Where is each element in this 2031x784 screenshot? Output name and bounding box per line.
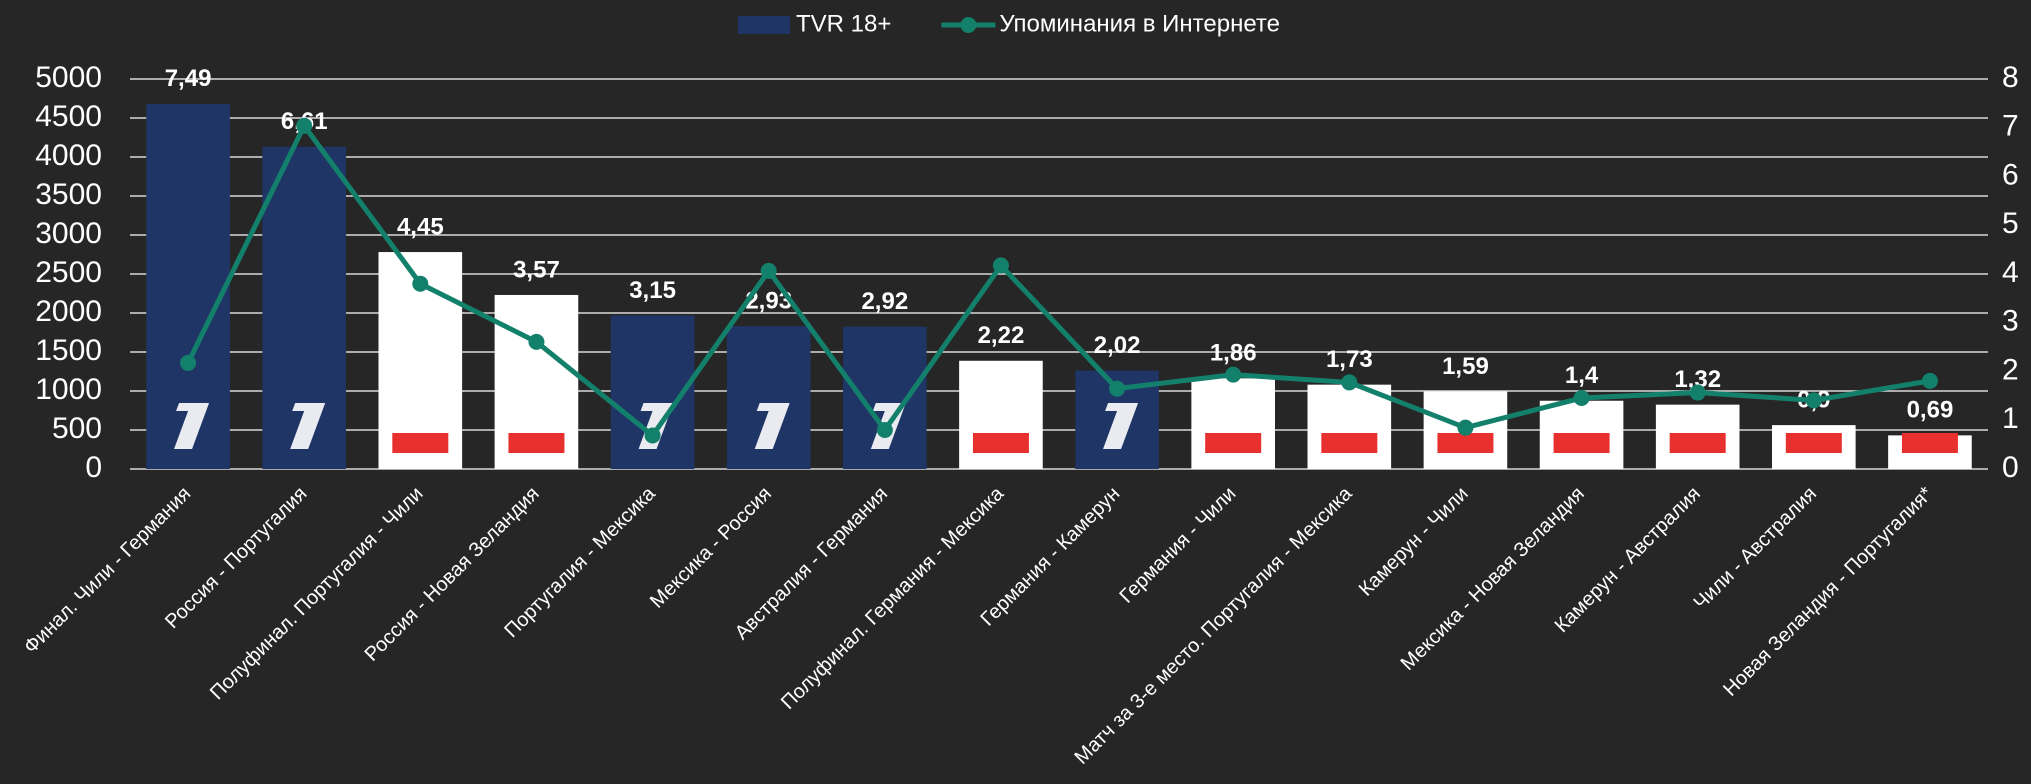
data-label: 2,02 [1094, 332, 1141, 359]
x-tick-label: Матч за 3-е место. Португалия - Мексика [1071, 482, 1358, 769]
y-tick-label: 500 [52, 412, 102, 445]
logo-icon [1437, 433, 1494, 453]
logo-icon [754, 403, 790, 449]
logo-icon [1669, 433, 1726, 453]
data-label: 3,15 [629, 277, 676, 304]
y2-tick-label: 5 [2002, 207, 2019, 240]
line [185, 120, 1931, 440]
y-tick-label: 2000 [35, 295, 102, 328]
data-label: 4,45 [397, 213, 444, 240]
y-tick-label: 2500 [35, 256, 102, 289]
line-marker [412, 275, 429, 292]
line-marker [992, 257, 1009, 274]
x-tick-label: Камерун - Чили [1355, 483, 1473, 601]
legend-swatch [960, 17, 977, 33]
line-marker [1225, 366, 1242, 383]
legend-label: TVR 18+ [796, 10, 891, 37]
line-marker [1805, 392, 1822, 409]
y-tick-label: 4000 [35, 139, 102, 172]
logo-icon [1901, 433, 1958, 453]
y-tick-label: 1000 [35, 373, 102, 406]
data-label: 2,22 [978, 322, 1025, 349]
line-marker [644, 427, 661, 444]
line-marker [1573, 390, 1590, 407]
line-marker [528, 333, 545, 350]
data-label: 3,57 [513, 256, 560, 283]
data-label: 1,4 [1565, 362, 1599, 389]
y2-tick-label: 2 [2002, 353, 2019, 386]
line-marker [1109, 380, 1126, 397]
logo-icon [508, 433, 565, 453]
y2-tick-label: 3 [2002, 305, 2019, 338]
line-marker [1457, 419, 1474, 436]
x-tick-label: Мексика - Россия [646, 483, 776, 613]
y2-tick-label: 8 [2002, 61, 2019, 94]
y-tick-label: 1500 [35, 334, 102, 367]
x-tick-label: Полуфинал. Германия - Мексика [777, 482, 1009, 714]
x-tick-label: Финал. Чили - Германия [20, 483, 195, 658]
data-label: 1,59 [1442, 353, 1489, 380]
logo-icon [1785, 433, 1842, 453]
line-marker [876, 422, 893, 438]
x-tick-label: Полуфинал. Португалия - Чили [206, 483, 428, 705]
y-tick-label: 3000 [35, 217, 102, 250]
x-tick-label: Германия - Чили [1115, 483, 1240, 608]
y-tick-label: 0 [85, 451, 102, 484]
legend-label: Упоминания в Интернете [999, 10, 1280, 37]
line-marker [1689, 384, 1706, 401]
line-marker [1921, 372, 1938, 389]
y2-tick-label: 7 [2002, 110, 2019, 143]
y-tick-label: 3500 [35, 178, 102, 211]
x-tick-label: Мексика - Новая Зеландия [1397, 483, 1589, 675]
y2-tick-label: 0 [2002, 451, 2019, 484]
x-tick-label: Чили - Австралия [1690, 483, 1821, 614]
y2-tick-label: 4 [2002, 256, 2019, 289]
logo-icon [972, 433, 1029, 453]
data-label: 1,73 [1326, 346, 1373, 373]
line-marker [760, 262, 777, 279]
bar [1307, 384, 1392, 469]
logo-icon [392, 433, 449, 453]
logo-icon [1205, 433, 1262, 453]
y2-tick-label: 6 [2002, 158, 2019, 191]
data-label: 1,86 [1210, 340, 1257, 367]
y-tick-label: 4500 [35, 100, 102, 133]
data-label: 7,49 [165, 65, 212, 92]
legend-swatch [738, 16, 790, 34]
line-marker [1341, 374, 1358, 391]
line-marker [180, 354, 197, 371]
logo-icon [1553, 433, 1610, 453]
y-tick-label: 5000 [35, 61, 102, 94]
logo-icon [1103, 403, 1139, 449]
line-marker [296, 117, 313, 134]
logo-icon [290, 403, 326, 449]
y2-tick-label: 1 [2002, 402, 2019, 435]
x-tick-label: Новая Зеландия - Португалия* [1719, 483, 1937, 701]
bar [1191, 378, 1275, 469]
data-label: 0,69 [1907, 397, 1954, 424]
logo-icon [174, 403, 210, 449]
logo-icon [1321, 433, 1378, 453]
data-label: 2,92 [861, 288, 908, 315]
